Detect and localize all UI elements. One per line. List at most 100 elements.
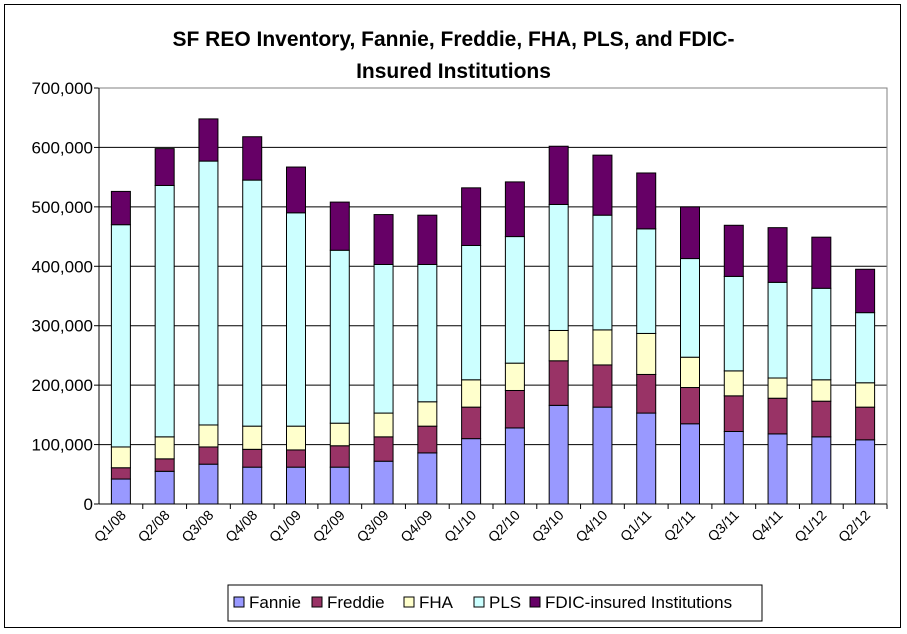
legend-swatch-fdic-insured-institutions [529, 596, 541, 608]
bar-segment-fannie [286, 466, 306, 505]
bar-segment-pls [110, 224, 131, 448]
x-tick-label: Q1/10 [441, 507, 479, 545]
bar-segment-freddie [198, 446, 219, 465]
bar-segment-fdic-insured-institutions [461, 187, 482, 246]
bar-segment-fannie [811, 436, 832, 505]
plot-background [99, 88, 887, 504]
bar-segment-freddie [723, 395, 744, 432]
bar-segment-freddie [373, 436, 394, 462]
bar-segment-fannie [198, 463, 219, 505]
bar-segment-pls [855, 312, 876, 384]
bar-segment-fdic-insured-institutions [286, 166, 306, 214]
bar-segment-freddie [636, 373, 657, 414]
bar-segment-fha [592, 329, 613, 366]
bar-segment-pls [461, 244, 482, 381]
legend-swatch-freddie [311, 596, 323, 608]
bar-segment-pls [198, 160, 219, 426]
x-tick-label: Q2/10 [485, 507, 523, 545]
legend-swatch-fha [403, 596, 415, 608]
bar-segment-freddie [417, 425, 438, 454]
legend: Fannie Freddie FHA PLS FDIC-insured Institut… [227, 584, 763, 622]
x-tick-label: Q3/10 [529, 507, 567, 545]
x-tick-label: Q2/09 [310, 507, 348, 545]
legend-label-fannie: Fannie [249, 593, 301, 612]
x-tick-label: Q2/08 [135, 507, 173, 545]
bar-segment-fdic-insured-institutions [504, 181, 525, 238]
bar-segment-fha [373, 412, 394, 438]
bar-segment-pls [242, 179, 263, 427]
bar-segment-pls [592, 214, 613, 331]
y-tick-label: 600,000 [32, 138, 93, 157]
bar-segment-pls [154, 184, 175, 438]
bar-segment-fannie [548, 404, 569, 505]
bar-segment-fha [548, 329, 569, 362]
chart-title: SF REO Inventory, Fannie, Freddie, FHA, … [0, 24, 907, 88]
bar-segment-pls [680, 258, 700, 358]
y-tick-label: 700,000 [32, 79, 93, 98]
bar-segment-fha [417, 401, 438, 427]
bar-segment-fdic-insured-institutions [417, 214, 438, 266]
bar-segment-fdic-insured-institutions [242, 136, 263, 181]
bar-segment-fannie [242, 466, 263, 505]
bar-segment-freddie [329, 445, 350, 468]
bar-segment-fha [723, 370, 744, 397]
x-tick-label: Q4/08 [222, 507, 260, 545]
bar-segment-fannie [461, 438, 482, 505]
bar-segment-pls [548, 203, 569, 331]
bar-segment-freddie [461, 406, 482, 440]
bar-segment-pls [723, 275, 744, 372]
bar-segment-fha [461, 379, 482, 408]
bar-segment-fannie [855, 439, 876, 505]
bar-segment-fannie [504, 427, 525, 505]
bar-segment-fha [767, 377, 788, 399]
bar-segment-pls [767, 281, 788, 379]
y-tick-label: 0 [84, 495, 93, 514]
bar-segment-pls [417, 264, 438, 403]
bar-segment-fha [242, 425, 263, 450]
bar-segment-fannie [329, 466, 350, 505]
bar-segment-fha [636, 332, 657, 375]
y-tick-label: 200,000 [32, 376, 93, 395]
bar-segment-fdic-insured-institutions [767, 227, 788, 283]
legend-label-pls: PLS [489, 593, 521, 612]
bar-segment-fdic-insured-institutions [592, 154, 613, 216]
legend-label-fdic-insured-institutions: FDIC-insured Institutions [545, 593, 732, 612]
bar-segment-fha [286, 425, 306, 451]
bar-segment-fha [811, 379, 832, 402]
bar-segment-pls [811, 287, 832, 381]
bar-segment-pls [373, 264, 394, 414]
x-tick-label: Q3/11 [704, 507, 742, 545]
bar-segment-pls [286, 212, 306, 427]
x-tick-label: Q1/12 [791, 507, 829, 545]
bar-segment-fdic-insured-institutions [855, 268, 876, 314]
bar-segment-fannie [417, 452, 438, 505]
bar-segment-pls [329, 249, 350, 424]
legend-swatch-fannie [233, 596, 245, 608]
bar-segment-fannie [723, 431, 744, 505]
bar-segment-fdic-insured-institutions [680, 206, 700, 260]
bar-segment-fdic-insured-institutions [154, 148, 175, 186]
bar-segment-freddie [811, 400, 832, 438]
bar-segment-freddie [154, 458, 175, 472]
bar-segment-fha [198, 424, 219, 448]
x-tick-label: Q2/11 [661, 507, 699, 545]
x-tick-label: Q4/09 [397, 507, 435, 545]
legend-label-freddie: Freddie [327, 593, 385, 612]
bar-segment-fannie [110, 478, 131, 505]
y-tick-label: 100,000 [32, 436, 93, 455]
x-tick-label: Q1/09 [266, 507, 304, 545]
bar-segment-fdic-insured-institutions [373, 214, 394, 265]
bar-segment-fha [855, 382, 876, 408]
x-tick-label: Q1/11 [617, 507, 655, 545]
bar-segment-freddie [767, 397, 788, 435]
bar-segment-fannie [680, 423, 700, 505]
bar-segment-fdic-insured-institutions [110, 190, 131, 226]
bar-segment-freddie [286, 449, 306, 468]
bar-segment-fdic-insured-institutions [329, 201, 350, 251]
legend-swatch-pls [473, 596, 485, 608]
bar-segment-fannie [592, 406, 613, 505]
bar-segment-fannie [373, 460, 394, 505]
x-tick-label: Q4/11 [748, 507, 786, 545]
bar-segment-fannie [767, 433, 788, 505]
